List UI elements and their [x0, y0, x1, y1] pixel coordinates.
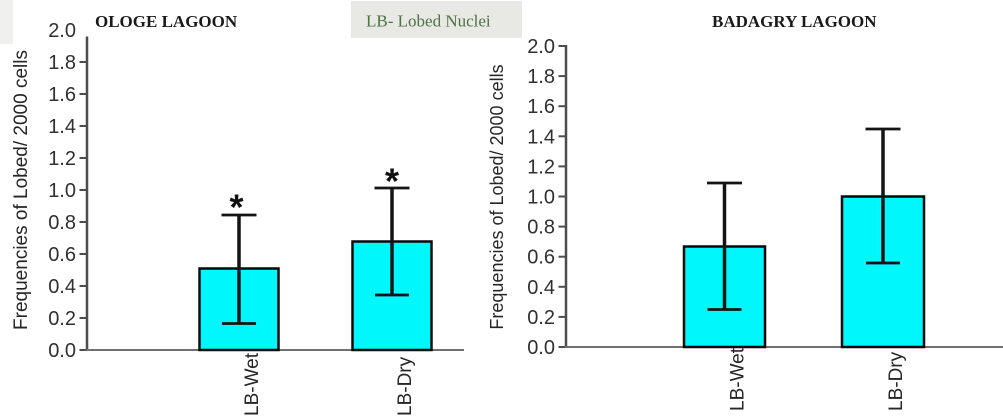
svg-text:0.2: 0.2	[48, 308, 76, 330]
svg-text:0.6: 0.6	[527, 247, 555, 269]
svg-text:LB-Dry: LB-Dry	[395, 356, 416, 416]
svg-text:1.6: 1.6	[527, 96, 555, 118]
svg-text:2.0: 2.0	[48, 20, 76, 42]
svg-text:Frequencies of Lobed/ 2000 cel: Frequencies of Lobed/ 2000 cells	[11, 50, 32, 330]
svg-text:1.6: 1.6	[48, 84, 76, 106]
svg-text:1.0: 1.0	[48, 180, 76, 202]
svg-text:1.8: 1.8	[48, 52, 76, 74]
svg-text:2.0: 2.0	[527, 36, 555, 58]
svg-text:BADAGRY LAGOON: BADAGRY LAGOON	[712, 12, 877, 31]
svg-text:1.4: 1.4	[48, 116, 76, 138]
svg-text:*: *	[385, 161, 399, 202]
svg-text:1.2: 1.2	[527, 156, 555, 178]
svg-text:1.8: 1.8	[527, 66, 555, 88]
svg-text:LB- Lobed Nuclei: LB- Lobed Nuclei	[366, 12, 491, 31]
svg-text:0.4: 0.4	[48, 276, 76, 298]
svg-text:LB-Wet: LB-Wet	[242, 352, 263, 416]
svg-text:0.8: 0.8	[527, 217, 555, 239]
svg-text:0.2: 0.2	[527, 307, 555, 329]
svg-text:0.0: 0.0	[48, 340, 76, 362]
svg-text:0.8: 0.8	[48, 212, 76, 234]
svg-text:0.6: 0.6	[48, 244, 76, 266]
svg-text:LB-Wet: LB-Wet	[728, 347, 749, 411]
svg-text:0.0: 0.0	[527, 337, 555, 359]
svg-text:OLOGE LAGOON: OLOGE LAGOON	[95, 12, 238, 31]
svg-text:LB-Dry: LB-Dry	[886, 351, 907, 411]
svg-text:1.4: 1.4	[527, 126, 555, 148]
svg-text:Frequencies of Lobed/ 2000 cel: Frequencies of Lobed/ 2000 cells	[487, 64, 507, 329]
svg-text:*: *	[229, 187, 243, 228]
svg-text:1.0: 1.0	[527, 187, 555, 209]
svg-text:0.4: 0.4	[527, 277, 555, 299]
svg-text:1.2: 1.2	[48, 148, 76, 170]
